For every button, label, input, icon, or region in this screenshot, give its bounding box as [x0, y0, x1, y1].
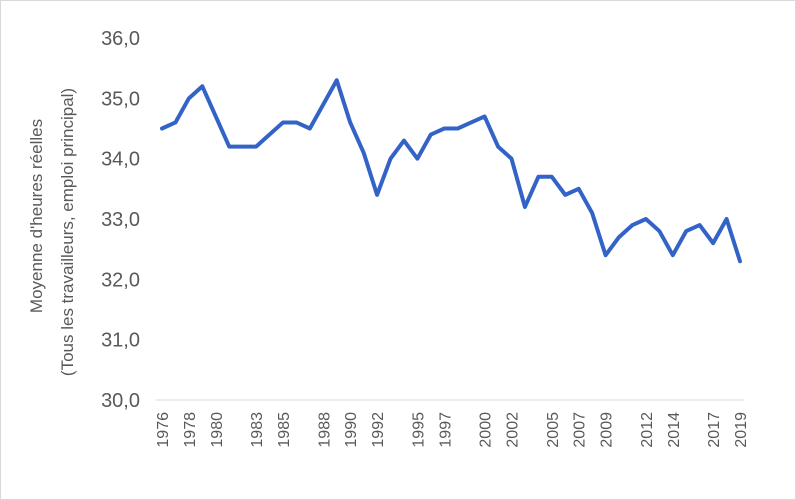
x-tick-label: 2009 — [599, 412, 616, 448]
x-tick-label: 1988 — [316, 412, 333, 448]
y-axis-title: Moyenne d'heures réelles (Tous les trava… — [27, 88, 77, 376]
y-axis-title-line2: (Tous les travailleurs, emploi principal… — [58, 88, 77, 376]
x-tick-label: 1990 — [343, 412, 360, 448]
y-tick-label: 35,0 — [101, 88, 140, 110]
x-tick-label: 2012 — [639, 412, 656, 448]
x-tick-label: 1980 — [209, 412, 226, 448]
x-tick-label: 1992 — [370, 412, 387, 448]
x-tick-label: 2017 — [706, 412, 723, 448]
y-tick-label: 33,0 — [101, 209, 140, 231]
x-tick-label: 1997 — [437, 412, 454, 448]
x-tick-label: 2019 — [733, 412, 750, 448]
x-tick-label: 2002 — [504, 412, 521, 448]
y-tick-label: 31,0 — [101, 330, 140, 352]
x-tick-label: 2005 — [545, 412, 562, 448]
y-tick-label: 32,0 — [101, 269, 140, 291]
x-axis-ticks: 1976 1978 1980 1983 1985 1988 1990 1992 1995 1997… — [155, 412, 750, 448]
series-group — [160, 78, 742, 264]
x-tick-label: 2000 — [478, 412, 495, 448]
series-line — [160, 78, 742, 264]
x-tick-label: 1978 — [182, 412, 199, 448]
x-tick-label: 1983 — [249, 412, 266, 448]
y-tick-label: 30,0 — [101, 390, 140, 412]
y-axis-title-line1: Moyenne d'heures réelles — [27, 119, 46, 313]
y-tick-label: 34,0 — [101, 149, 140, 171]
x-tick-label: 1976 — [155, 412, 172, 448]
x-tick-label: 1985 — [276, 412, 293, 448]
y-tick-label: 36,0 — [101, 28, 140, 50]
x-tick-label: 1995 — [410, 412, 427, 448]
x-tick-label: 2007 — [572, 412, 589, 448]
x-tick-label: 2014 — [666, 412, 683, 448]
y-axis-ticks: 30,0 31,0 32,0 33,0 34,0 35,0 36,0 — [101, 28, 140, 412]
